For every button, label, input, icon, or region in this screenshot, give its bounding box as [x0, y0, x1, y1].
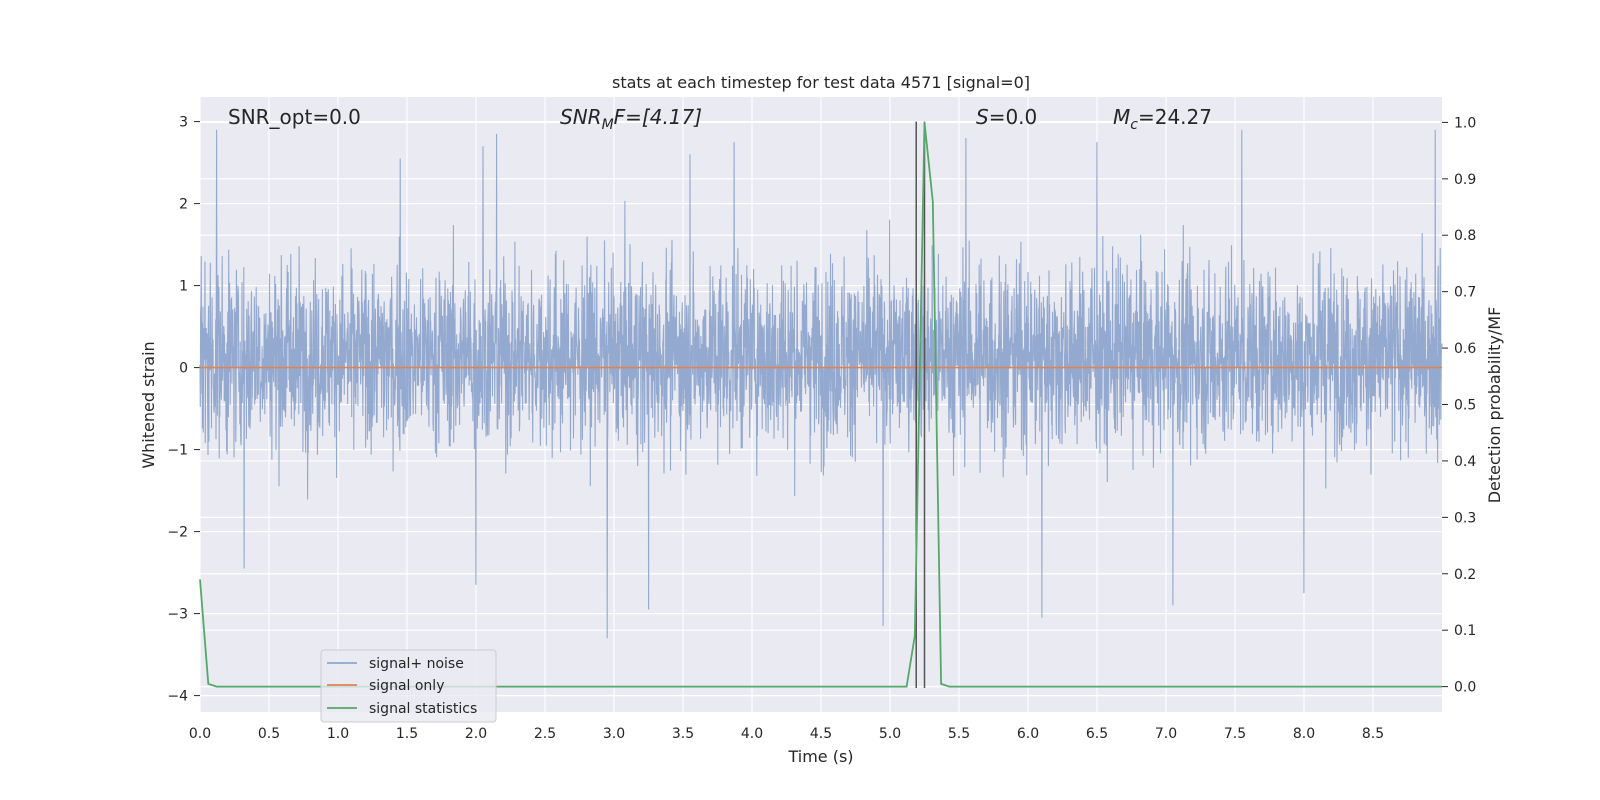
y-tick-label: 1: [179, 279, 188, 295]
y2-tick-label: 0.2: [1454, 567, 1476, 583]
x-axis-label: Time (s): [787, 747, 853, 766]
x-tick-label: 2.0: [465, 726, 487, 742]
s-annotation: S=0.0: [976, 105, 1037, 129]
x-tick-label: 7.0: [1155, 726, 1177, 742]
y2-tick-label: 0.1: [1454, 623, 1476, 639]
signal-noise-series: [199, 129, 1443, 639]
y-tick-label: 2: [179, 197, 188, 213]
chart-title: stats at each timestep for test data 457…: [612, 73, 1030, 92]
y2-tick-label: 0.0: [1454, 680, 1476, 696]
y-tick-label: −4: [167, 689, 188, 705]
x-tick-label: 6.5: [1086, 726, 1108, 742]
snr-opt-annotation: SNR_opt=0.0: [228, 105, 361, 129]
x-tick-labels: 0.0 0.5 1.0 1.5 2.0 2.5 3.0 3.5 4.0 4.5 5.0 5.5 6.0 6…: [189, 726, 1384, 742]
mc-annotation: Mc=24.27: [1113, 105, 1212, 133]
mc-main: M: [1113, 105, 1130, 129]
y2-tick-label: 0.7: [1454, 285, 1476, 301]
legend-label-signal: signal only: [369, 678, 444, 694]
y2-tick-label: 0.6: [1454, 341, 1476, 357]
snr-mf-main: SNR: [560, 105, 602, 129]
y-tick-labels: 3 2 1 0 −1 −2 −3 −4: [167, 115, 188, 705]
y-tick-label: −2: [167, 525, 188, 541]
x-tick-label: 6.0: [1017, 726, 1039, 742]
x-tick-label: 1.0: [327, 726, 349, 742]
x-tick-label: 4.0: [741, 726, 763, 742]
s-rest: =0.0: [989, 105, 1038, 129]
x-tick-label: 0.0: [189, 726, 211, 742]
mc-rest: =24.27: [1138, 105, 1212, 129]
x-tick-label: 7.5: [1224, 726, 1246, 742]
y2-tick-label: 0.4: [1454, 454, 1476, 470]
y-tick-label: −3: [167, 607, 188, 623]
y2-tick-labels: 1.0 0.9 0.8 0.7 0.6 0.5 0.4 0.3 0.2 0.1 0.0: [1454, 115, 1476, 695]
y2-tick-label: 0.3: [1454, 510, 1476, 526]
snr-mf-subscript: M: [602, 117, 614, 133]
x-tick-label: 8.0: [1293, 726, 1315, 742]
y-axis-label: Whitened strain: [139, 341, 158, 468]
legend-label-statistics: signal statistics: [369, 701, 477, 717]
legend-box: [320, 649, 497, 723]
legend: signal+ noise signal only signal statist…: [320, 649, 497, 723]
x-tick-label: 4.5: [810, 726, 832, 742]
x-tick-label: 3.5: [672, 726, 694, 742]
x-tick-label: 8.5: [1362, 726, 1384, 742]
signal-noise-trace: [199, 129, 1443, 639]
x-tick-label: 0.5: [258, 726, 280, 742]
snr-mf-rest: F=[4.17]: [614, 105, 702, 129]
x-tick-label: 2.5: [534, 726, 556, 742]
x-tick-label: 5.0: [879, 726, 901, 742]
legend-label-noise: signal+ noise: [369, 656, 464, 672]
mc-subscript: c: [1130, 117, 1138, 133]
x-tick-label: 3.0: [603, 726, 625, 742]
s-main: S: [976, 105, 989, 129]
y-tick-label: −1: [167, 443, 188, 459]
y2-tick-label: 0.9: [1454, 172, 1476, 188]
x-tick-label: 1.5: [396, 726, 418, 742]
y2-tick-label: 1.0: [1454, 115, 1476, 131]
signal-statistics-line: [199, 122, 1442, 688]
snr-mf-annotation: SNRMF=[4.17]: [560, 105, 702, 133]
y2-axis-label: Detection probability/MF: [1485, 307, 1504, 504]
x-tick-label: 5.5: [948, 726, 970, 742]
y2-tick-label: 0.8: [1454, 228, 1476, 244]
y-tick-label: 3: [179, 115, 188, 131]
y2-tick-label: 0.5: [1454, 398, 1476, 414]
y-tick-label: 0: [179, 361, 188, 377]
